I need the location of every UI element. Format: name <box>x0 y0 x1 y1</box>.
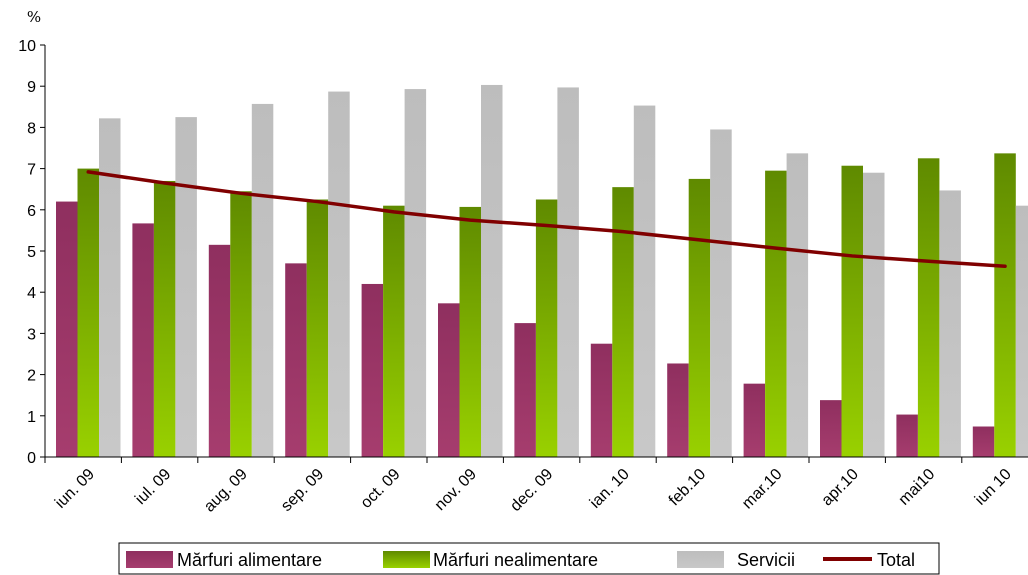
bar-alimentare-12 <box>972 426 995 457</box>
bar-servicii-1 <box>175 117 197 457</box>
legend: Mărfuri alimentare Mărfuri nealimentare … <box>118 542 940 575</box>
bar-nealimentare-10 <box>841 165 863 457</box>
bar-alimentare-5 <box>438 303 460 457</box>
x-tick-label-11: mai10 <box>896 466 939 509</box>
x-tick-label-3: sep. 09 <box>278 466 327 515</box>
legend-swatch-alimentare <box>126 551 173 568</box>
bar-alimentare-3 <box>285 263 307 457</box>
legend-swatch-servicii <box>677 551 724 568</box>
y-tick-label-5: 5 <box>27 244 36 261</box>
bar-servicii-10 <box>863 172 885 457</box>
bar-layer <box>56 84 1028 458</box>
bar-alimentare-0 <box>56 201 78 457</box>
x-tick-label-12: iun 10 <box>972 466 1015 509</box>
bar-servicii-7 <box>633 105 656 457</box>
x-tick-label-10: apr.10 <box>819 466 863 510</box>
bar-alimentare-11 <box>896 414 918 457</box>
bar-nealimentare-11 <box>917 158 940 458</box>
legend-label-total: Total <box>877 550 915 570</box>
x-tick-label-7: ian. 10 <box>587 466 633 512</box>
x-tick-label-9: mar.10 <box>739 466 786 513</box>
bar-alimentare-9 <box>743 383 766 457</box>
bar-nealimentare-8 <box>688 178 711 457</box>
x-tick-label-1: iul. 09 <box>132 466 174 508</box>
bar-servicii-6 <box>557 87 579 457</box>
x-tick-label-6: dec. 09 <box>507 466 556 515</box>
bar-nealimentare-9 <box>765 170 787 457</box>
y-tick-label-10: 10 <box>18 38 36 55</box>
bar-nealimentare-4 <box>383 205 405 457</box>
bar-alimentare-10 <box>820 400 842 457</box>
total-line <box>86 170 1007 268</box>
y-tick-label-0: 0 <box>27 450 36 467</box>
bar-servicii-9 <box>786 153 809 458</box>
legend-box <box>118 542 940 575</box>
y-tick-label-4: 4 <box>27 285 36 302</box>
y-tick-label-9: 9 <box>27 79 36 96</box>
total-line-layer <box>86 170 1007 268</box>
y-ticks: 0 1 2 3 4 5 6 7 8 9 10 <box>18 38 45 467</box>
bar-alimentare-7 <box>590 343 613 457</box>
bar-servicii-0 <box>99 118 121 457</box>
bar-nealimentare-0 <box>77 168 99 457</box>
x-tick-label-4: oct. 09 <box>358 466 404 512</box>
bar-alimentare-8 <box>667 363 689 457</box>
x-tick-label-8: feb.10 <box>666 466 710 510</box>
bar-nealimentare-3 <box>306 199 329 457</box>
x-tick-label-5: nov. 09 <box>432 466 480 514</box>
bar-servicii-3 <box>328 91 350 457</box>
y-unit-label: % <box>27 8 41 26</box>
bar-nealimentare-2 <box>230 191 252 457</box>
bar-nealimentare-7 <box>612 187 634 457</box>
bar-servicii-2 <box>251 103 274 458</box>
legend-label-nealimentare: Mărfuri nealimentare <box>433 550 598 570</box>
bar-alimentare-4 <box>361 283 384 457</box>
bar-alimentare-2 <box>208 244 231 457</box>
bar-servicii-12 <box>1015 205 1028 457</box>
y-tick-label-6: 6 <box>27 203 36 220</box>
bar-alimentare-1 <box>132 223 154 457</box>
bar-alimentare-6 <box>514 323 536 457</box>
bar-nealimentare-6 <box>535 199 558 457</box>
y-tick-label-2: 2 <box>27 368 36 385</box>
bar-nealimentare-12 <box>994 153 1016 458</box>
y-tick-label-8: 8 <box>27 120 36 137</box>
legend-label-servicii: Servicii <box>737 550 795 570</box>
legend-label-alimentare: Mărfuri alimentare <box>177 550 322 570</box>
y-tick-label-7: 7 <box>27 162 36 179</box>
x-ticks: iun. 09 iul. 09 aug. 09 sep. 09 oct. 09 nov. … <box>44 457 1015 516</box>
bar-servicii-5 <box>481 84 503 458</box>
bar-servicii-8 <box>710 129 732 457</box>
bar-servicii-11 <box>939 190 961 457</box>
legend-swatch-nealimentare <box>383 551 430 568</box>
y-tick-label-3: 3 <box>27 326 36 343</box>
bar-nealimentare-1 <box>153 180 176 457</box>
x-tick-label-2: aug. 09 <box>201 466 251 516</box>
y-tick-label-1: 1 <box>27 409 36 426</box>
bar-servicii-4 <box>404 89 427 457</box>
bar-nealimentare-5 <box>459 206 481 457</box>
x-tick-label-0: iun. 09 <box>52 466 98 512</box>
